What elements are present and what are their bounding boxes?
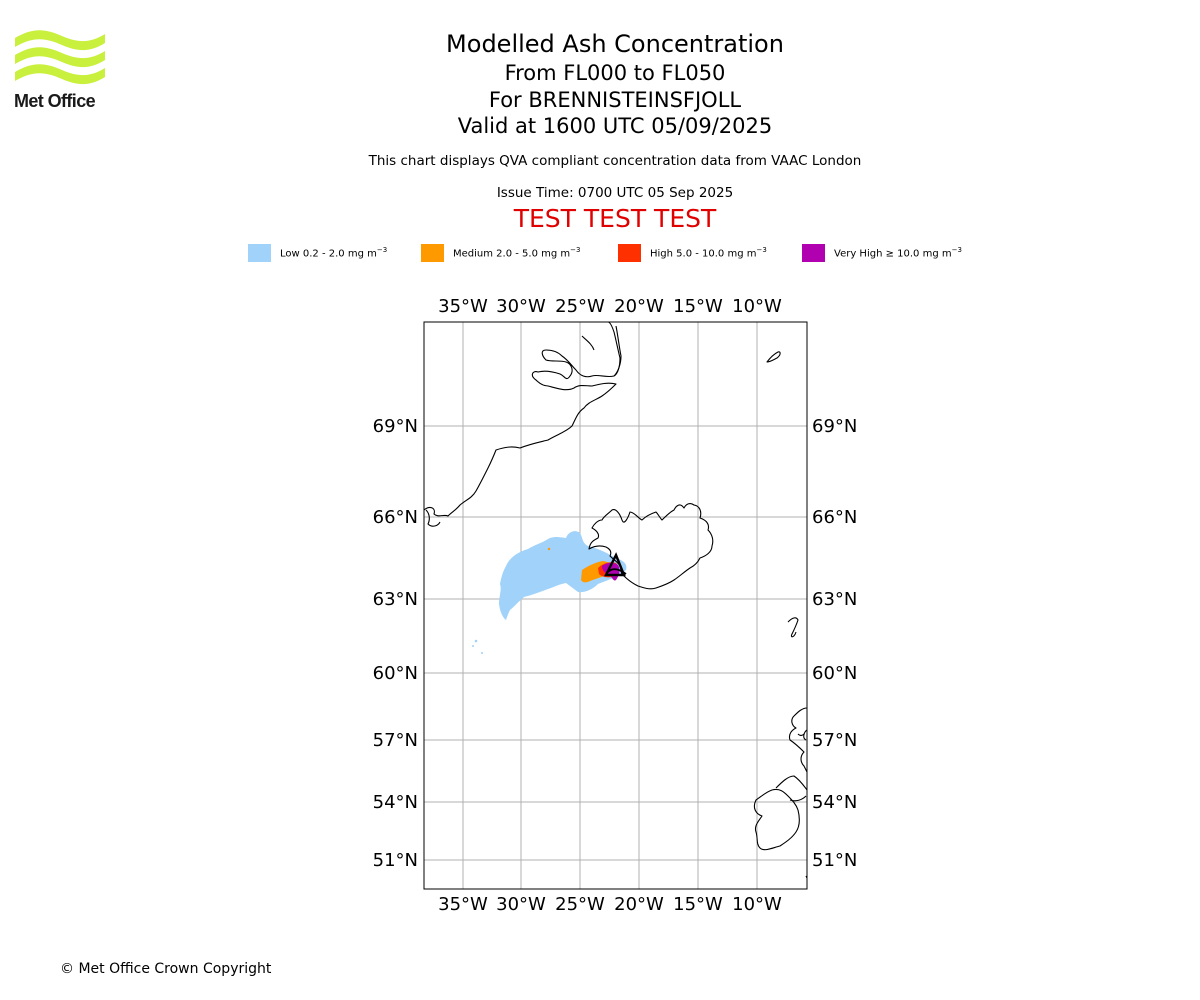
- lat-label-left-51n: 51°N: [373, 850, 418, 871]
- lon-label-top-25w: 25°W: [555, 296, 605, 317]
- flight-level-range: From FL000 to FL050: [504, 61, 726, 85]
- lon-label-bottom-15w: 15°W: [673, 894, 723, 915]
- lat-label-right-54n: 54°N: [812, 792, 857, 813]
- legend-swatch-low: [248, 244, 271, 262]
- lon-label-bottom-30w: 30°W: [496, 894, 546, 915]
- legend-item-very-high: Very High ≥ 10.0 mg m−3: [802, 244, 962, 262]
- lat-label-left-66n: 66°N: [373, 507, 418, 528]
- legend-label-low: Low 0.2 - 2.0 mg m−3: [280, 246, 388, 260]
- graticule: [424, 322, 807, 889]
- issue-time: Issue Time: 0700 UTC 05 Sep 2025: [496, 184, 734, 201]
- lon-label-top-15w: 15°W: [673, 296, 723, 317]
- lat-label-left-63n: 63°N: [373, 589, 418, 610]
- coastlines: [424, 322, 807, 879]
- lat-label-left-69n: 69°N: [373, 416, 418, 437]
- lon-label-top-35w: 35°W: [438, 296, 488, 317]
- concentration-legend: Low 0.2 - 2.0 mg m−3 Medium 2.0 - 5.0 mg…: [0, 244, 1200, 266]
- lat-label-right-60n: 60°N: [812, 663, 857, 684]
- lat-label-left-57n: 57°N: [373, 730, 418, 751]
- lat-label-right-69n: 69°N: [812, 416, 857, 437]
- lat-label-right-57n: 57°N: [812, 730, 857, 751]
- lat-label-left-60n: 60°N: [373, 663, 418, 684]
- map-frame: [423, 321, 808, 890]
- legend-label-medium: Medium 2.0 - 5.0 mg m−3: [453, 246, 581, 260]
- latitude-labels-right: 69°N 66°N 63°N 60°N 57°N 54°N 51°N: [812, 416, 857, 871]
- lat-label-right-63n: 63°N: [812, 589, 857, 610]
- chart-header: Modelled Ash Concentration From FL000 to…: [315, 28, 915, 234]
- legend-item-medium: Medium 2.0 - 5.0 mg m−3: [421, 244, 580, 262]
- lon-label-bottom-35w: 35°W: [438, 894, 488, 915]
- met-office-logo-icon: [15, 30, 105, 85]
- lon-label-top-20w: 20°W: [614, 296, 664, 317]
- lon-label-bottom-10w: 10°W: [732, 894, 782, 915]
- volcano-name: For BRENNISTEINSFJOLL: [488, 87, 742, 112]
- volcano-marker-icon: [604, 552, 626, 577]
- longitude-labels-bottom: 35°W 30°W 25°W 20°W 15°W 10°W: [438, 894, 782, 915]
- test-banner: TEST TEST TEST: [513, 203, 717, 233]
- longitude-labels-top: 35°W 30°W 25°W 20°W 15°W 10°W: [438, 296, 782, 317]
- chart-title: Modelled Ash Concentration: [446, 30, 784, 58]
- met-office-logo-text: Met Office: [14, 91, 96, 111]
- legend-item-low: Low 0.2 - 2.0 mg m−3: [248, 244, 387, 262]
- legend-label-very-high: Very High ≥ 10.0 mg m−3: [834, 246, 962, 260]
- legend-swatch-high: [618, 244, 641, 262]
- lon-label-bottom-20w: 20°W: [614, 894, 664, 915]
- lat-label-right-51n: 51°N: [812, 850, 857, 871]
- chart-subtitle: This chart displays QVA compliant concen…: [368, 152, 862, 169]
- lon-label-top-10w: 10°W: [732, 296, 782, 317]
- lat-label-left-54n: 54°N: [373, 792, 418, 813]
- valid-time: Valid at 1600 UTC 05/09/2025: [457, 114, 773, 138]
- ash-low-area: [499, 531, 627, 620]
- legend-label-high: High 5.0 - 10.0 mg m−3: [650, 246, 767, 260]
- lat-label-right-66n: 66°N: [812, 507, 857, 528]
- copyright-notice: © Met Office Crown Copyright: [60, 961, 272, 977]
- lon-label-bottom-25w: 25°W: [555, 894, 605, 915]
- latitude-labels-left: 69°N 66°N 63°N 60°N 57°N 54°N 51°N: [373, 416, 418, 871]
- lon-label-top-30w: 30°W: [496, 296, 546, 317]
- legend-swatch-very-high: [802, 244, 825, 262]
- legend-swatch-medium: [421, 244, 444, 262]
- legend-item-high: High 5.0 - 10.0 mg m−3: [618, 244, 767, 262]
